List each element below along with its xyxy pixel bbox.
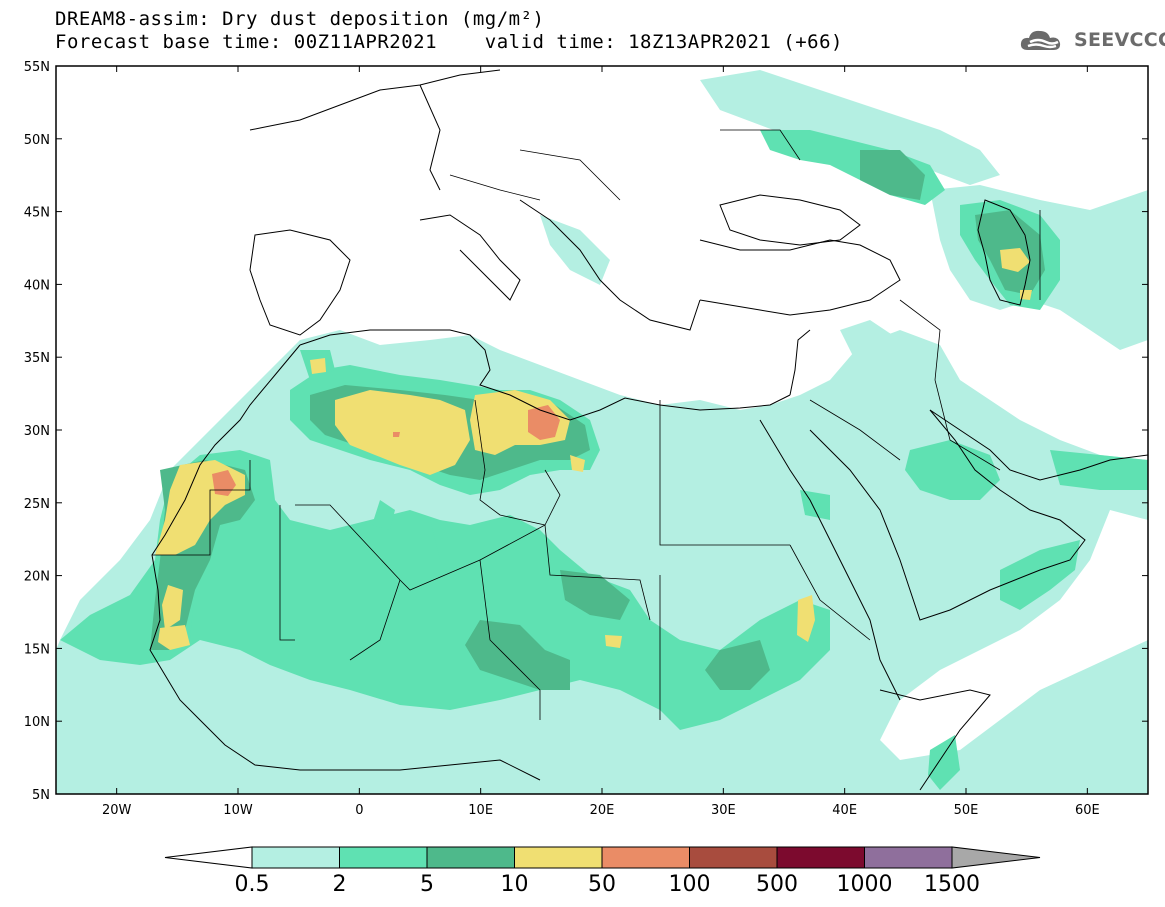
coastline-horn-of-africa: [879, 689, 991, 791]
lon-tick-label: 0: [355, 803, 363, 818]
map-title: DREAM8-assim: Dry dust deposition (mg/m²…: [55, 8, 545, 30]
colorbar-segment: [689, 846, 778, 869]
logo-text: SEEVCCC: [1074, 29, 1165, 51]
lat-tick-label: 5N: [32, 788, 50, 803]
coastline-persian-gulf: [929, 409, 1148, 481]
colorbar-segment: [339, 846, 428, 869]
colorbar-label: 500: [756, 872, 798, 897]
latitude-axis: 55N 50N 45N 40N 35N 30N 25N 20N 15N 10N 5N: [24, 60, 1148, 803]
lon-tick-label: 10W: [223, 803, 253, 818]
lon-tick-label: 60E: [1075, 803, 1100, 818]
lat-tick-label: 55N: [24, 60, 50, 75]
coastline-iberia: [249, 229, 351, 336]
coastline-caspian: [977, 199, 1031, 306]
colorbar-label: 50: [588, 872, 616, 897]
colorbar-label: 1000: [836, 872, 893, 897]
lat-tick-label: 10N: [24, 715, 50, 730]
cloud-logo-icon: [1020, 30, 1061, 50]
colorbar-segment: [864, 846, 953, 869]
colorbar-label: 2: [332, 872, 347, 897]
dust-field: [56, 70, 1148, 794]
colorbar-segment: [776, 846, 865, 869]
lon-tick-label: 20E: [590, 803, 615, 818]
lon-tick-label: 10E: [468, 803, 493, 818]
colorbar-over-arrow: [951, 846, 1041, 869]
colorbar-label: 0.5: [234, 872, 270, 897]
lat-tick-label: 40N: [24, 278, 50, 293]
longitude-axis: 20W 10W 0 10E 20E 30E 40E 50E 60E: [102, 66, 1100, 818]
colorbar: [164, 846, 1041, 869]
colorbar-segment: [514, 846, 603, 869]
lat-tick-label: 50N: [24, 133, 50, 148]
lat-tick-label: 30N: [24, 424, 50, 439]
lon-tick-label: 20W: [102, 803, 132, 818]
colorbar-segment: [601, 846, 690, 869]
coastline-black-sea: [719, 194, 861, 246]
lat-tick-label: 35N: [24, 351, 50, 366]
border-lines: [152, 129, 1041, 720]
coastlines-and-borders: [149, 69, 1148, 791]
lon-tick-label: 40E: [832, 803, 857, 818]
coastline-europe-north: [249, 69, 501, 191]
coastline-levant-red-sea: [759, 329, 901, 701]
forecast-time-subtitle: Forecast base time: 00Z11APR2021 valid t…: [55, 31, 843, 53]
coastline-west-africa: [149, 344, 541, 781]
lon-tick-label: 30E: [711, 803, 736, 818]
lat-tick-label: 45N: [24, 206, 50, 221]
colorbar-segment: [251, 846, 340, 869]
coastline-italy-balkans: [419, 199, 701, 331]
colorbar-label: 100: [668, 872, 711, 897]
lat-tick-label: 20N: [24, 570, 50, 585]
lon-tick-label: 50E: [954, 803, 979, 818]
seevccc-logo: SEEVCCC: [1018, 26, 1165, 54]
lat-tick-label: 15N: [24, 642, 50, 657]
colorbar-label: 10: [500, 872, 529, 897]
colorbar-segment: [426, 846, 515, 869]
coastline-arabia: [809, 409, 1086, 621]
coastline-north-africa: [299, 329, 791, 421]
colorbar-under-arrow: [164, 846, 253, 869]
colorbar-label: 5: [420, 872, 434, 897]
coastline-turkey: [699, 239, 901, 316]
colorbar-label: 1500: [924, 872, 980, 897]
lat-tick-label: 25N: [24, 497, 50, 512]
